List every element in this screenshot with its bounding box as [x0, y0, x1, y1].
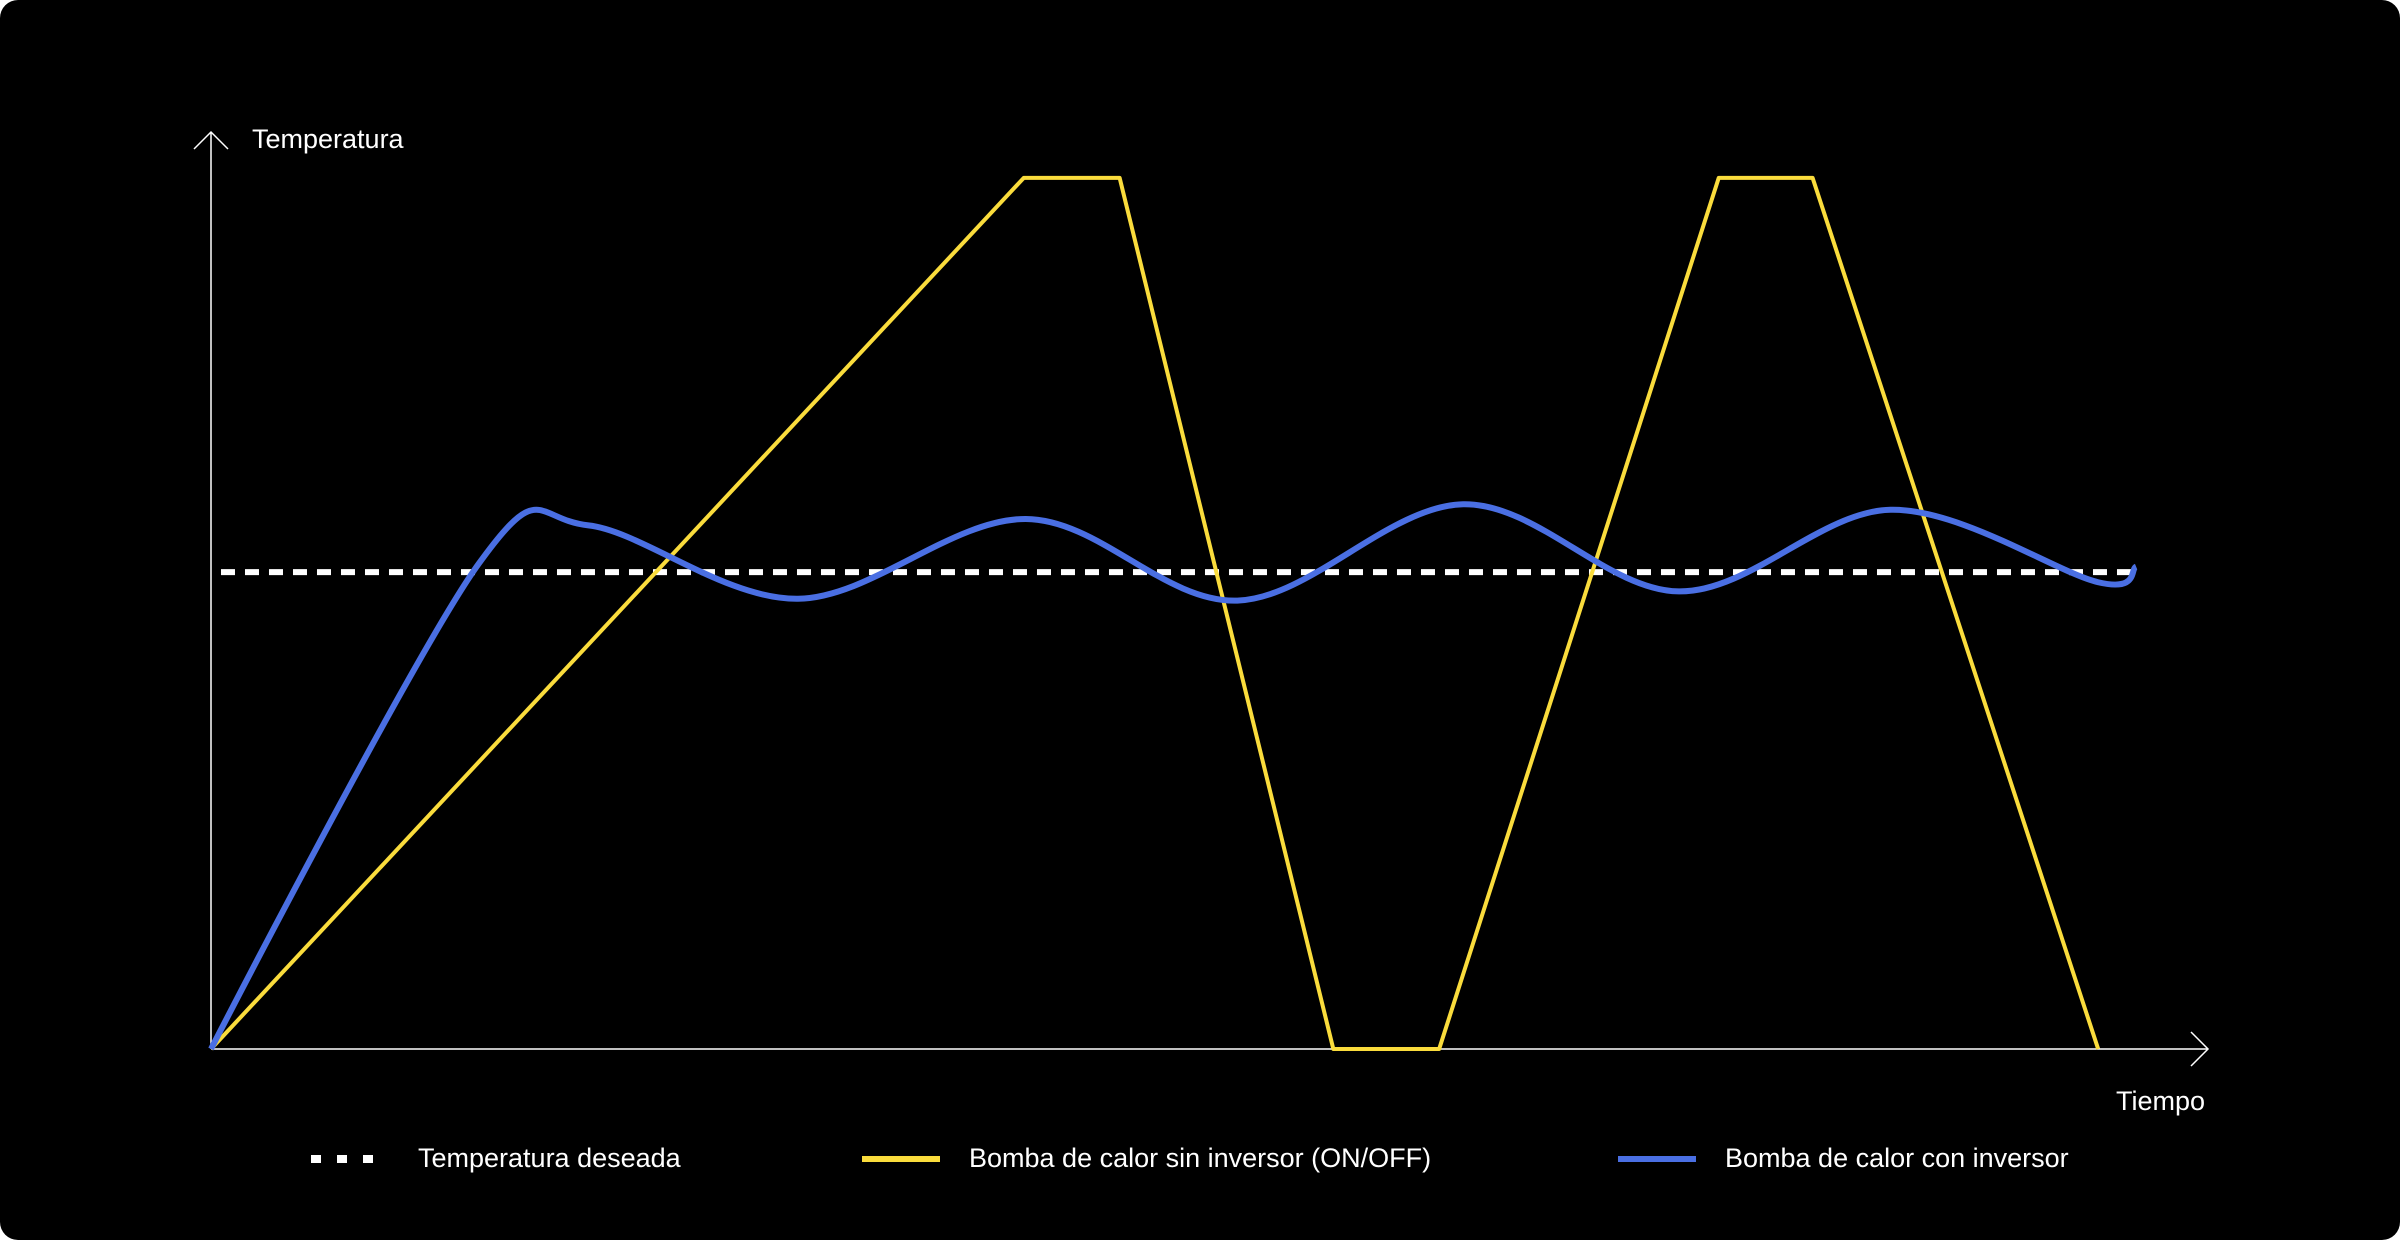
series-line — [208, 501, 2139, 1051]
series-line — [209, 175, 2101, 1051]
y-axis-arrow — [193, 130, 229, 150]
legend-label: Temperatura deseada — [418, 1143, 682, 1173]
axes — [193, 130, 2210, 1067]
y-axis-label: Temperatura — [252, 124, 405, 154]
x-axis-arrow — [2190, 1031, 2210, 1067]
x-axis-label: Tiempo — [2116, 1086, 2205, 1116]
legend-label: Bomba de calor sin inversor (ON/OFF) — [969, 1143, 1431, 1173]
legend-label: Bomba de calor con inversor — [1725, 1143, 2069, 1173]
